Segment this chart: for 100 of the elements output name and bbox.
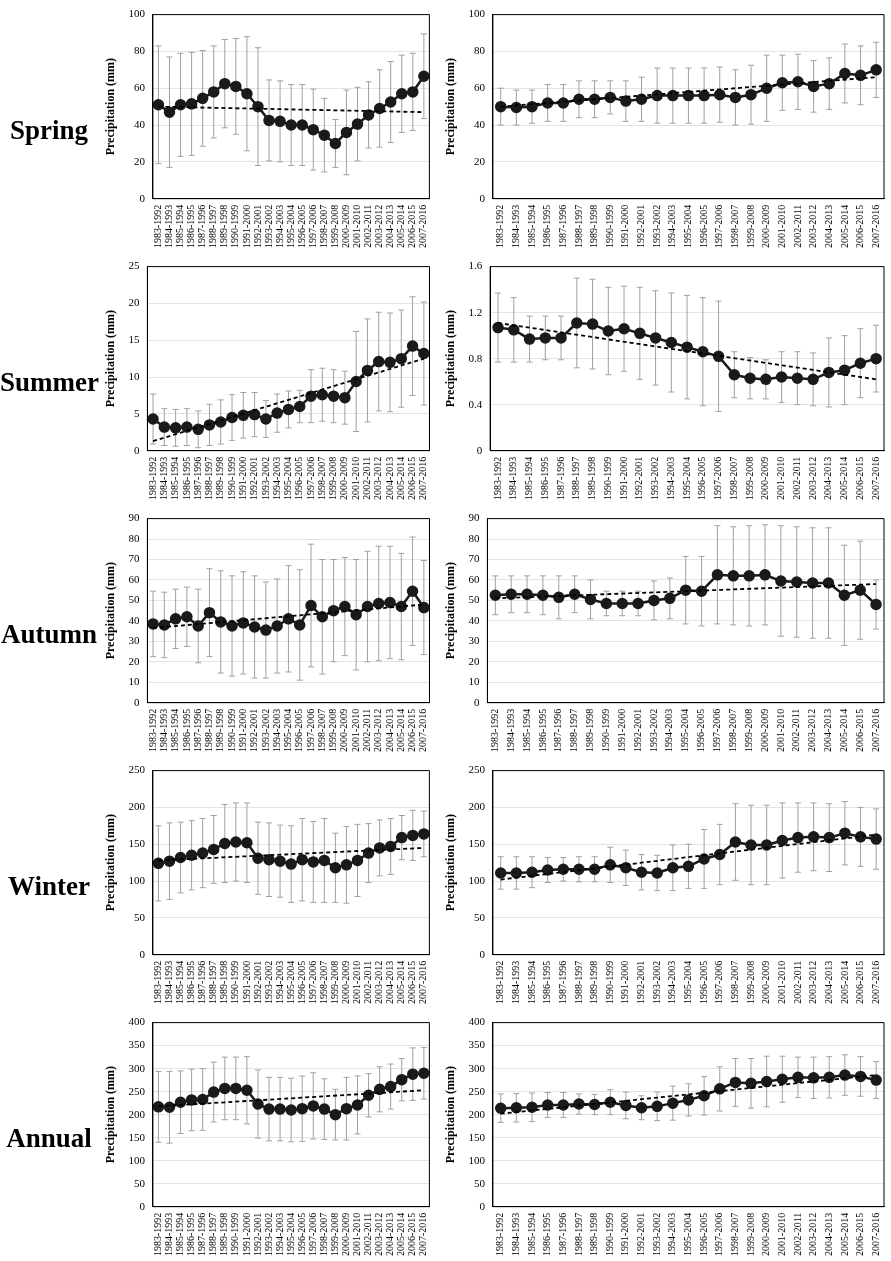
point xyxy=(664,592,676,605)
x-tick-label: 2001-2010 xyxy=(774,708,786,753)
x-tick-label: 2005-2014 xyxy=(395,960,407,1005)
x-tick-label: 1988-1997 xyxy=(572,960,584,1005)
x-tick-label: 1987-1996 xyxy=(556,204,568,249)
x-tick-label: 1986-1995 xyxy=(180,456,192,501)
x-tick-label: 2001-2010 xyxy=(351,960,363,1005)
text: Spring xyxy=(8,115,89,146)
y-tick-label: 50 xyxy=(133,1176,146,1189)
x-tick-label: 1994-2003 xyxy=(273,960,285,1005)
x-tick-label: 1989-1998 xyxy=(584,708,596,753)
y-tick-label: 250 xyxy=(468,763,486,776)
point xyxy=(274,115,286,128)
x-tick-label: 1997-2006 xyxy=(304,708,316,753)
point xyxy=(407,1068,419,1080)
point xyxy=(248,408,261,421)
point xyxy=(219,1082,231,1095)
point xyxy=(395,831,408,844)
point xyxy=(207,1086,220,1098)
point xyxy=(340,126,353,139)
text: Winter xyxy=(7,871,91,902)
x-tick-label: 1984-1993 xyxy=(509,960,521,1005)
y-tick-label: 70 xyxy=(128,552,140,565)
y-tick-label: 60 xyxy=(473,81,486,94)
point xyxy=(285,858,297,870)
point xyxy=(407,829,419,842)
y-tick-label: 30 xyxy=(468,634,480,647)
x-tick-label: 1998-2007 xyxy=(727,456,739,501)
x-tick-label: 1991-2000 xyxy=(236,456,248,501)
x-tick-label: 1989-1998 xyxy=(588,960,600,1005)
x-tick-label: 2005-2014 xyxy=(838,204,850,249)
point xyxy=(274,1103,286,1115)
point xyxy=(274,855,286,867)
x-tick-label: 1989-1998 xyxy=(588,204,600,249)
point xyxy=(635,866,648,878)
point xyxy=(651,1100,663,1113)
y-tick-label: 200 xyxy=(468,800,486,813)
x-tick-label: 1993-2002 xyxy=(259,708,271,753)
y-axis-title: Precipitation (mm) xyxy=(103,57,118,156)
x-tick-label: 2006-2015 xyxy=(853,708,865,753)
point xyxy=(329,862,342,874)
y-axis-title: Precipitation (mm) xyxy=(443,561,458,660)
point xyxy=(776,834,789,847)
point xyxy=(682,1094,695,1106)
x-tick-label: 2002-2011 xyxy=(362,960,374,1004)
point xyxy=(651,867,663,879)
x-tick-label: 1983-1992 xyxy=(488,708,500,753)
point xyxy=(806,577,819,589)
y-tick-label: 30 xyxy=(128,634,140,647)
x-tick-label: 1983-1992 xyxy=(494,204,506,249)
x-tick-label: 1999-2008 xyxy=(744,1212,756,1257)
point xyxy=(351,118,364,130)
x-tick-label: 2004-2013 xyxy=(822,1212,834,1257)
x-tick-label: 1994-2003 xyxy=(663,708,675,753)
point xyxy=(649,332,662,344)
point xyxy=(418,70,430,83)
point xyxy=(384,356,396,369)
x-tick-label: 1987-1996 xyxy=(552,708,564,753)
y-tick-label: 0 xyxy=(139,191,146,204)
point xyxy=(839,827,851,839)
x-tick-label: 1984-1993 xyxy=(163,204,175,249)
text: Summer xyxy=(0,367,99,398)
x-tick-label: 2003-2012 xyxy=(373,204,385,249)
x-tick-label: 2000-2009 xyxy=(340,960,352,1005)
x-tick-label: 1991-2000 xyxy=(615,708,627,753)
point xyxy=(523,333,536,345)
x-tick-label: 2003-2012 xyxy=(806,708,818,753)
x-tick-label: 1986-1995 xyxy=(541,960,553,1005)
x-tick-label: 2003-2012 xyxy=(372,708,384,753)
point xyxy=(362,1089,375,1102)
x-tick-label: 1989-1998 xyxy=(214,708,226,753)
x-tick-label: 2004-2013 xyxy=(384,960,396,1005)
x-tick-label: 2001-2010 xyxy=(775,456,787,501)
x-tick-label: 1983-1992 xyxy=(152,960,164,1005)
x-tick-label: 1994-2003 xyxy=(273,1212,285,1257)
x-tick-label: 1990-1999 xyxy=(601,456,613,501)
x-tick-label: 1991-2000 xyxy=(240,204,252,249)
x-tick-label: 2006-2015 xyxy=(854,960,866,1005)
point xyxy=(854,584,866,596)
y-tick-label: 0 xyxy=(139,1199,146,1212)
point xyxy=(305,390,317,402)
point xyxy=(418,828,430,840)
x-tick-label: 1983-1992 xyxy=(494,960,506,1005)
point xyxy=(494,867,507,879)
point xyxy=(870,64,882,76)
point xyxy=(169,422,182,434)
x-tick-label: 1985-1994 xyxy=(520,708,532,753)
point xyxy=(196,92,209,105)
x-tick-label: 1992-2001 xyxy=(633,456,645,501)
y-tick-label: 100 xyxy=(468,1153,486,1166)
point xyxy=(395,88,408,100)
x-tick-label: 1984-1993 xyxy=(507,456,519,501)
point xyxy=(282,613,295,625)
y-tick-label: 400 xyxy=(128,1015,146,1028)
x-tick-label: 1990-1999 xyxy=(229,204,241,249)
x-tick-label: 1992-2001 xyxy=(251,1212,263,1257)
x-tick-label: 2006-2015 xyxy=(406,204,418,249)
point xyxy=(203,606,216,619)
point xyxy=(241,88,253,100)
x-tick-label: 1996-2005 xyxy=(697,204,709,249)
